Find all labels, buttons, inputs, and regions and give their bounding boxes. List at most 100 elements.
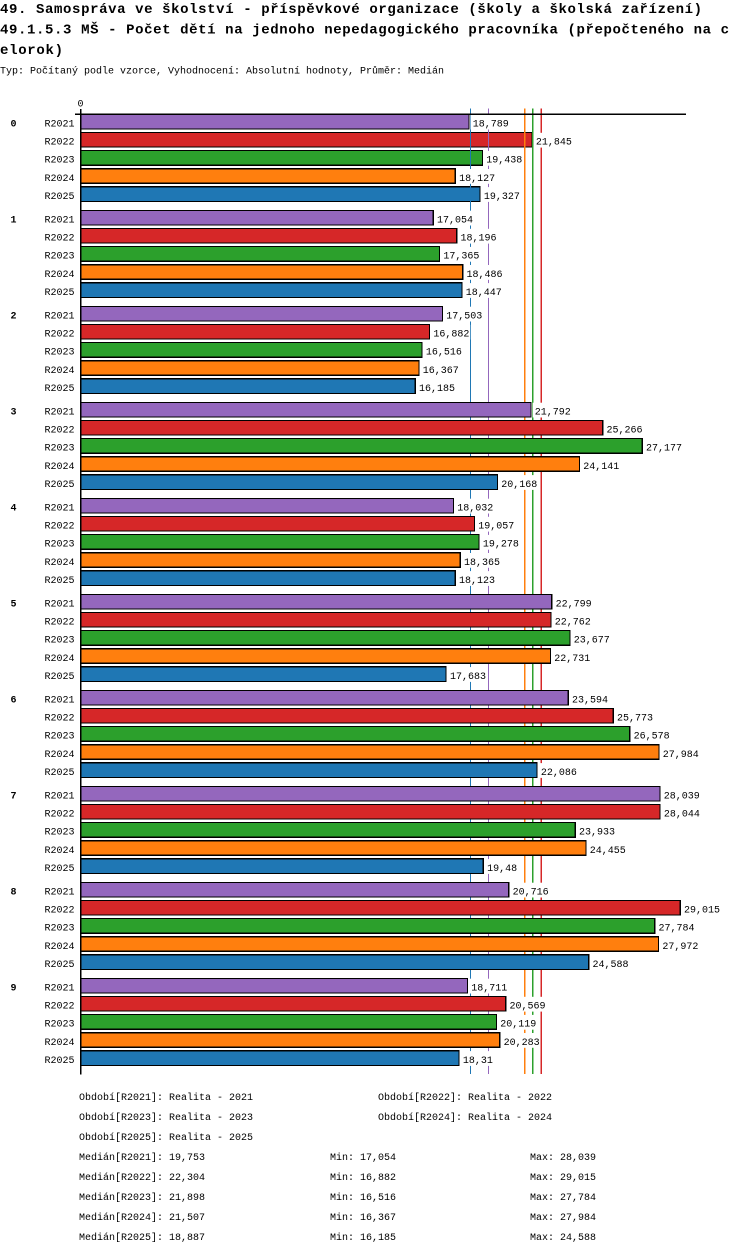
svg-text:Medián[R2023]: 21,898: Medián[R2023]: 21,898	[79, 1192, 205, 1204]
svg-text:20,168: 20,168	[501, 480, 537, 491]
svg-text:20,119: 20,119	[500, 1020, 536, 1031]
svg-text:R2022: R2022	[45, 618, 75, 629]
svg-text:R2024: R2024	[45, 654, 75, 665]
svg-text:Medián[R2021]: 19,753: Medián[R2021]: 19,753	[79, 1152, 205, 1164]
svg-text:R2021: R2021	[45, 312, 75, 323]
svg-text:9: 9	[11, 984, 17, 995]
svg-text:elorok): elorok)	[0, 43, 63, 59]
svg-text:20,716: 20,716	[513, 888, 549, 899]
svg-text:R2024: R2024	[45, 270, 75, 281]
svg-text:18,365: 18,365	[464, 558, 500, 569]
svg-text:27,177: 27,177	[646, 444, 682, 455]
svg-text:18,127: 18,127	[459, 174, 495, 185]
svg-text:20,283: 20,283	[504, 1038, 540, 1049]
svg-text:28,039: 28,039	[664, 792, 700, 803]
svg-text:Období[R2025]: Realita - 2025: Období[R2025]: Realita - 2025	[79, 1132, 253, 1144]
svg-text:R2023: R2023	[45, 348, 75, 359]
svg-text:22,086: 22,086	[541, 768, 577, 779]
svg-text:R2025: R2025	[45, 384, 75, 395]
svg-text:R2023: R2023	[45, 444, 75, 455]
svg-text:Min: 16,367: Min: 16,367	[330, 1212, 396, 1224]
svg-text:23,594: 23,594	[572, 696, 608, 707]
svg-text:17,503: 17,503	[446, 312, 482, 323]
svg-text:Období[R2023]: Realita - 2023: Období[R2023]: Realita - 2023	[79, 1112, 253, 1124]
svg-text:8: 8	[11, 888, 17, 899]
svg-text:2: 2	[11, 312, 17, 323]
svg-text:Min: 16,185: Min: 16,185	[330, 1232, 396, 1244]
svg-text:R2022: R2022	[45, 714, 75, 725]
svg-text:27,784: 27,784	[659, 924, 695, 935]
svg-text:Období[R2022]: Realita - 2022: Období[R2022]: Realita - 2022	[378, 1092, 552, 1104]
svg-text:19,48: 19,48	[487, 864, 517, 875]
svg-text:R2022: R2022	[45, 1002, 75, 1013]
svg-text:R2024: R2024	[45, 750, 75, 761]
svg-text:R2024: R2024	[45, 366, 75, 377]
svg-text:3: 3	[11, 408, 17, 419]
svg-text:R2025: R2025	[45, 288, 75, 299]
svg-text:1: 1	[11, 216, 17, 227]
svg-text:29,015: 29,015	[684, 906, 720, 917]
svg-text:19,278: 19,278	[483, 540, 519, 551]
svg-text:16,516: 16,516	[426, 348, 462, 359]
svg-text:R2021: R2021	[45, 408, 75, 419]
svg-text:R2023: R2023	[45, 636, 75, 647]
svg-text:R2021: R2021	[45, 120, 75, 131]
svg-text:R2025: R2025	[45, 960, 75, 971]
svg-text:6: 6	[11, 696, 17, 707]
svg-text:49.1.5.3 MŠ - Počet dětí na je: 49.1.5.3 MŠ - Počet dětí na jednoho nepe…	[0, 21, 729, 39]
svg-text:24,588: 24,588	[593, 960, 629, 971]
svg-text:26,578: 26,578	[634, 732, 670, 743]
svg-text:R2021: R2021	[45, 504, 75, 515]
svg-text:R2023: R2023	[45, 156, 75, 167]
svg-text:18,789: 18,789	[473, 120, 509, 131]
svg-text:R2022: R2022	[45, 234, 75, 245]
svg-text:R2025: R2025	[45, 576, 75, 587]
svg-text:24,141: 24,141	[583, 462, 619, 473]
svg-text:24,455: 24,455	[590, 846, 626, 857]
svg-text:20,569: 20,569	[510, 1002, 546, 1013]
svg-text:Max: 28,039: Max: 28,039	[530, 1153, 596, 1164]
svg-text:18,196: 18,196	[461, 234, 497, 245]
svg-text:16,882: 16,882	[433, 330, 469, 341]
svg-text:Období[R2024]: Realita - 2024: Období[R2024]: Realita - 2024	[378, 1112, 552, 1124]
svg-text:R2025: R2025	[45, 768, 75, 779]
svg-text:17,683: 17,683	[450, 672, 486, 683]
svg-text:Max: 29,015: Max: 29,015	[530, 1173, 596, 1184]
svg-text:R2022: R2022	[45, 138, 75, 149]
svg-text:R2021: R2021	[45, 792, 75, 803]
svg-text:18,447: 18,447	[466, 288, 502, 299]
svg-text:R2025: R2025	[45, 672, 75, 683]
svg-text:Období[R2021]: Realita - 2021: Období[R2021]: Realita - 2021	[79, 1092, 253, 1104]
svg-text:16,367: 16,367	[423, 366, 459, 377]
svg-text:R2023: R2023	[45, 540, 75, 551]
svg-text:27,972: 27,972	[662, 942, 698, 953]
svg-text:0: 0	[78, 99, 84, 110]
svg-text:R2024: R2024	[45, 846, 75, 857]
svg-text:16,185: 16,185	[419, 384, 455, 395]
svg-text:17,365: 17,365	[443, 252, 479, 263]
svg-text:25,266: 25,266	[607, 426, 643, 437]
svg-text:18,123: 18,123	[459, 576, 495, 587]
svg-text:18,486: 18,486	[467, 270, 503, 281]
svg-text:R2023: R2023	[45, 1020, 75, 1031]
svg-text:R2021: R2021	[45, 600, 75, 611]
svg-text:Min: 16,882: Min: 16,882	[330, 1172, 396, 1184]
svg-text:R2022: R2022	[45, 906, 75, 917]
svg-text:19,438: 19,438	[486, 156, 522, 167]
svg-text:R2021: R2021	[45, 888, 75, 899]
svg-text:18,31: 18,31	[463, 1056, 493, 1067]
svg-text:Min: 16,516: Min: 16,516	[330, 1192, 396, 1204]
svg-text:28,044: 28,044	[664, 810, 700, 821]
svg-text:49. Samospráva ve školství - p: 49. Samospráva ve školství - příspěvkové…	[0, 2, 702, 18]
svg-text:R2022: R2022	[45, 330, 75, 341]
svg-text:Medián[R2025]: 18,887: Medián[R2025]: 18,887	[79, 1232, 205, 1244]
svg-text:22,731: 22,731	[554, 654, 590, 665]
svg-text:R2025: R2025	[45, 864, 75, 875]
svg-text:18,711: 18,711	[471, 984, 507, 995]
svg-text:23,677: 23,677	[574, 636, 610, 647]
svg-text:R2023: R2023	[45, 828, 75, 839]
svg-text:R2024: R2024	[45, 942, 75, 953]
svg-text:27,984: 27,984	[663, 750, 699, 761]
svg-text:22,799: 22,799	[556, 600, 592, 611]
svg-text:R2021: R2021	[45, 984, 75, 995]
